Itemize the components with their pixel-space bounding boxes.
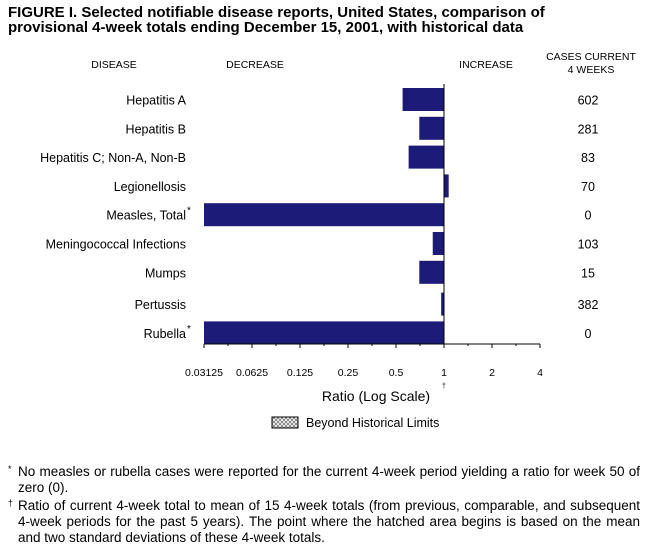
figure-title-line-2: provisional 4-week totals ending Decembe…: [8, 19, 524, 36]
x-tick-label-7: 4: [537, 367, 543, 379]
bar-4: [204, 203, 444, 227]
x-axis-label-mark: †: [442, 383, 446, 390]
cases-value-3: 70: [581, 180, 595, 194]
header-cases-line-1: CASES CURRENT: [546, 51, 636, 63]
footnote-2-mark: †: [8, 498, 14, 508]
header-increase: INCREASE: [459, 59, 513, 71]
figure-title: FIGURE I. Selected notifiable disease re…: [8, 5, 648, 35]
bar-5: [432, 232, 444, 255]
footnote-1-text: No measles or rubella cases were reporte…: [18, 464, 640, 495]
x-tick-label-0: 0.03125: [185, 367, 223, 379]
disease-label-0: Hepatitis A: [126, 94, 186, 108]
cases-value-8: 0: [585, 327, 592, 341]
cases-value-4: 0: [585, 209, 592, 223]
bar-1: [419, 116, 444, 140]
disease-label-7: Pertussis: [135, 298, 186, 312]
cases-value-2: 83: [581, 151, 595, 165]
figure-title-line-1: FIGURE I. Selected notifiable disease re…: [8, 4, 545, 21]
bar-6: [419, 260, 444, 284]
disease-label-6: Mumps: [145, 266, 186, 280]
bar-7: [441, 292, 444, 316]
disease-label-4: Measles, Total: [106, 209, 186, 223]
x-axis-label: Ratio (Log Scale): [322, 388, 430, 404]
footnote-2: † Ratio of current 4-week total to mean …: [8, 498, 640, 546]
cases-value-1: 281: [578, 122, 599, 136]
x-tick-label-5: 1: [441, 367, 447, 379]
header-cases-line-2: 4 WEEKS: [568, 64, 615, 76]
bar-3: [444, 174, 449, 198]
x-tick-label-1: 0.0625: [236, 367, 268, 379]
cases-value-5: 103: [578, 238, 599, 252]
disease-label-mark-4: *: [187, 206, 191, 217]
disease-label-5: Meningococcal Infections: [46, 238, 186, 252]
cases-value-0: 602: [578, 94, 599, 108]
bar-2: [408, 145, 444, 169]
footnote-2-text: Ratio of current 4-week total to mean of…: [18, 498, 640, 545]
header-decrease: DECREASE: [226, 59, 284, 71]
bar-8: [204, 321, 444, 345]
disease-label-2: Hepatitis C; Non-A, Non-B: [40, 151, 186, 165]
x-tick-label-3: 0.25: [338, 367, 359, 379]
legend-label: Beyond Historical Limits: [306, 416, 439, 430]
x-tick-label-6: 2: [489, 367, 495, 379]
footnote-1-mark: *: [8, 464, 12, 474]
cases-value-6: 15: [581, 266, 595, 280]
bar-0: [402, 88, 444, 111]
footnote-1: * No measles or rubella cases were repor…: [8, 464, 640, 496]
legend-swatch-hatched: [271, 416, 299, 429]
disease-label-8: Rubella: [144, 327, 186, 341]
cases-value-7: 382: [578, 298, 599, 312]
disease-label-3: Legionellosis: [114, 180, 186, 194]
header-disease: DISEASE: [91, 59, 137, 71]
x-tick-label-2: 0.125: [287, 367, 313, 379]
disease-label-mark-8: *: [187, 324, 191, 335]
disease-label-1: Hepatitis B: [126, 122, 186, 136]
x-tick-label-4: 0.5: [389, 367, 404, 379]
